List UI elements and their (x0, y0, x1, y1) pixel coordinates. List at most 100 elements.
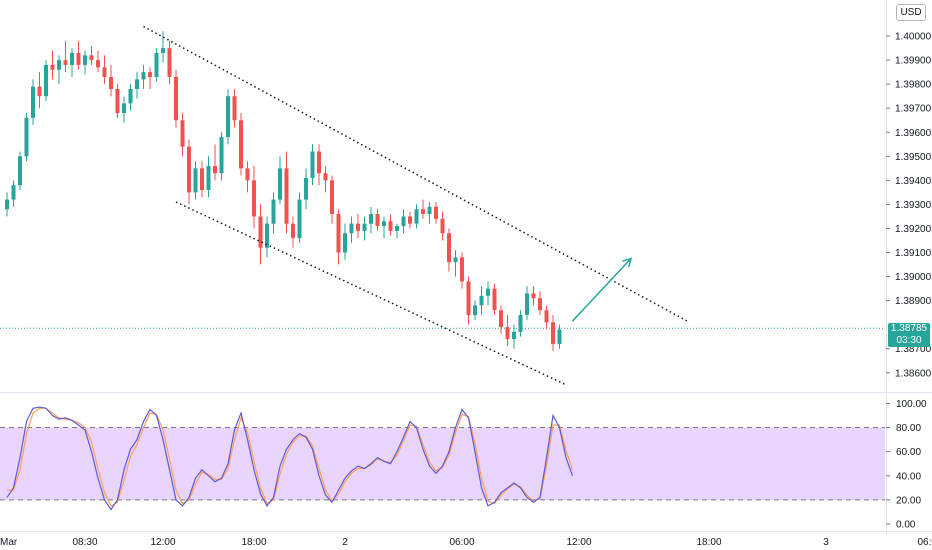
candle-body (336, 214, 341, 253)
bullish-arrow-shaft[interactable] (571, 258, 632, 322)
candle-body (102, 67, 107, 77)
candle-body (219, 137, 224, 174)
candle-body (388, 221, 393, 231)
time-tick-label: 06:00 (917, 537, 932, 548)
candle-body (154, 52, 159, 77)
candle-body (505, 327, 510, 340)
last-price-value: 1.38785 (890, 323, 928, 334)
candle-body (447, 233, 451, 263)
stochastic-k-line (6, 406, 574, 511)
candle-body (401, 216, 406, 227)
time-tick-label: 3 (823, 537, 829, 548)
stochastic-lines (6, 406, 574, 511)
candle-body (356, 223, 360, 231)
price-tick-label: 1.39300 (895, 200, 932, 211)
candle-body (473, 305, 477, 316)
candle-body (284, 168, 289, 224)
candle-body (232, 96, 237, 121)
candle-body (18, 156, 22, 186)
candle-body (492, 288, 497, 311)
candle-body (421, 209, 425, 215)
stochastic-tick-label: 100.00 (896, 399, 927, 410)
time-tick-label: 08:30 (72, 537, 97, 548)
candle-body (512, 331, 516, 340)
candle-body (44, 64, 48, 97)
candle-body (63, 60, 68, 65)
candle-body (323, 173, 328, 181)
candle-body (96, 60, 100, 68)
time-tick-label: 2 (342, 537, 348, 548)
time-tick-label: 12:00 (150, 537, 175, 548)
candle-body (304, 177, 308, 200)
candle-body (193, 168, 198, 193)
stochastic-tick-label: 40.00 (896, 471, 921, 482)
candle-body (24, 117, 29, 157)
price-tick-label: 1.39200 (895, 224, 932, 235)
candle-body (375, 214, 380, 227)
time-tick-label: 12:00 (566, 537, 591, 548)
axes: 1.40000 1.39900 1.39800 1.39700 1.39600 1.395… (0, 32, 932, 548)
time-tick-label: 06:00 (449, 537, 474, 548)
candle-body (297, 199, 302, 239)
candle-body (258, 216, 263, 248)
bullish-arrow-head-icon[interactable] (622, 257, 633, 268)
candle-body (245, 168, 250, 181)
currency-badge[interactable]: USD (896, 4, 926, 21)
candle-body (70, 52, 74, 65)
price-tick-label: 1.38700 (895, 344, 932, 355)
candle-body (148, 72, 152, 77)
price-tick-label: 1.40000 (895, 32, 932, 43)
candle-body (239, 120, 243, 169)
candle-body (382, 221, 386, 227)
candle-body (50, 64, 55, 70)
candle-body (37, 86, 42, 97)
candle-body (362, 223, 367, 231)
price-tick-label: 1.39600 (895, 128, 932, 139)
stochastic-tick-label: 60.00 (896, 447, 921, 458)
candle-body (31, 86, 35, 118)
candle-body (525, 293, 529, 316)
candle-body (460, 257, 464, 282)
candle-body (206, 165, 211, 190)
candle-body (180, 120, 185, 147)
candle-body (557, 329, 562, 344)
candle-body (161, 48, 165, 53)
stochastic-overbought-oversold-band (0, 427, 885, 500)
time-tick-label: 18:00 (696, 537, 721, 548)
candle-body (466, 281, 471, 316)
candle-body (479, 295, 484, 306)
candle-body (349, 223, 354, 234)
candle-body (486, 288, 490, 296)
candle-body (122, 103, 126, 114)
candle-body (499, 310, 503, 328)
candle-body (226, 96, 230, 138)
candle-body (76, 52, 81, 65)
candle-body (434, 206, 438, 219)
candle-body (317, 151, 321, 174)
candle-body (135, 79, 139, 89)
last-price-tag: 1.38785 03:30 (888, 323, 930, 347)
candle-body (265, 223, 269, 248)
candle-body (538, 298, 542, 311)
stochastic-d-line (7, 407, 574, 507)
candle-body (291, 223, 295, 239)
candle-body (427, 206, 432, 215)
stochastic-band (0, 427, 885, 501)
price-tick-label: 1.39100 (895, 248, 932, 259)
candle-body (187, 146, 191, 193)
candle-body (174, 76, 178, 121)
candlestick-series (5, 31, 562, 352)
channel-upper-trendline[interactable] (143, 25, 690, 323)
price-tick-label: 1.39400 (895, 176, 932, 187)
candle-body (83, 55, 87, 65)
price-pane-grid (0, 0, 932, 535)
candle-body (271, 199, 276, 224)
price-tick-label: 1.38900 (895, 296, 932, 307)
stochastic-tick-label: 80.00 (896, 423, 921, 434)
candle-body (408, 216, 412, 224)
candle-countdown: 03:30 (896, 335, 922, 346)
candle-body (109, 76, 113, 89)
channel-drawings (143, 25, 690, 386)
candle-body (453, 257, 458, 263)
